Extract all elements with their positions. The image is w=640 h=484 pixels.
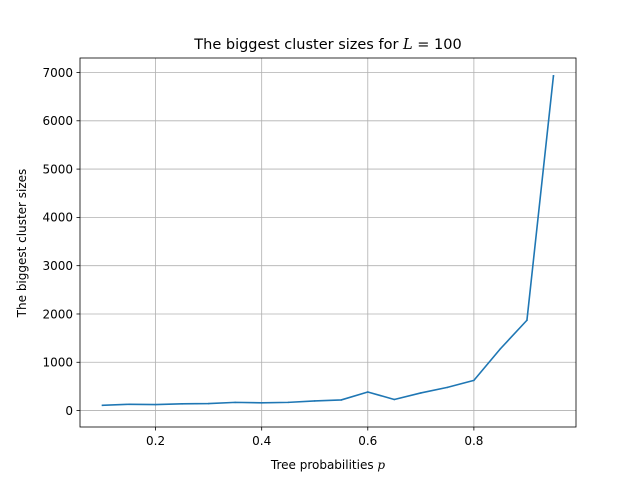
series-line xyxy=(101,74,555,407)
y-tick-label: 2000 xyxy=(42,307,73,321)
x-tick-label: 0.2 xyxy=(146,434,165,448)
y-tick-label: 5000 xyxy=(42,162,73,176)
data-point xyxy=(366,391,369,393)
plot-frame xyxy=(79,57,577,428)
data-point xyxy=(446,386,449,389)
y-tick-label: 4000 xyxy=(42,211,73,225)
x-tick-label: 0.6 xyxy=(358,434,377,448)
x-tick-label: 0.4 xyxy=(252,434,271,448)
y-tick-label: 0 xyxy=(65,404,73,418)
data-point xyxy=(526,319,528,322)
data-point xyxy=(154,403,157,406)
data-point xyxy=(340,399,343,401)
x-axis-label: Tree probabilities p xyxy=(270,458,386,472)
grid xyxy=(80,58,576,427)
data-point xyxy=(287,401,290,404)
data-point xyxy=(499,347,502,350)
data-point xyxy=(101,404,104,407)
y-axis-ticks: 0 1000 2000 3000 4000 5000 6000 7000 xyxy=(42,66,80,418)
data-point xyxy=(181,403,183,405)
data-point xyxy=(128,403,130,406)
y-axis-label: The biggest cluster sizes xyxy=(15,169,29,319)
series-layer xyxy=(101,74,555,407)
chart-title: The biggest cluster sizes for L = 100 xyxy=(193,37,461,53)
data-point xyxy=(420,392,422,394)
data-point xyxy=(207,402,210,405)
data-point xyxy=(313,400,316,402)
y-tick-label: 3000 xyxy=(42,259,73,273)
data-point xyxy=(552,75,555,77)
data-point xyxy=(393,398,396,401)
data-point xyxy=(473,379,475,382)
y-tick-label: 7000 xyxy=(42,66,73,80)
x-tick-label: 0.8 xyxy=(464,434,483,448)
data-point xyxy=(260,402,263,404)
y-tick-label: 1000 xyxy=(42,356,73,370)
data-point xyxy=(234,401,236,404)
y-tick-label: 6000 xyxy=(42,114,73,128)
x-axis-ticks: 0.2 0.4 0.6 0.8 xyxy=(146,427,483,448)
